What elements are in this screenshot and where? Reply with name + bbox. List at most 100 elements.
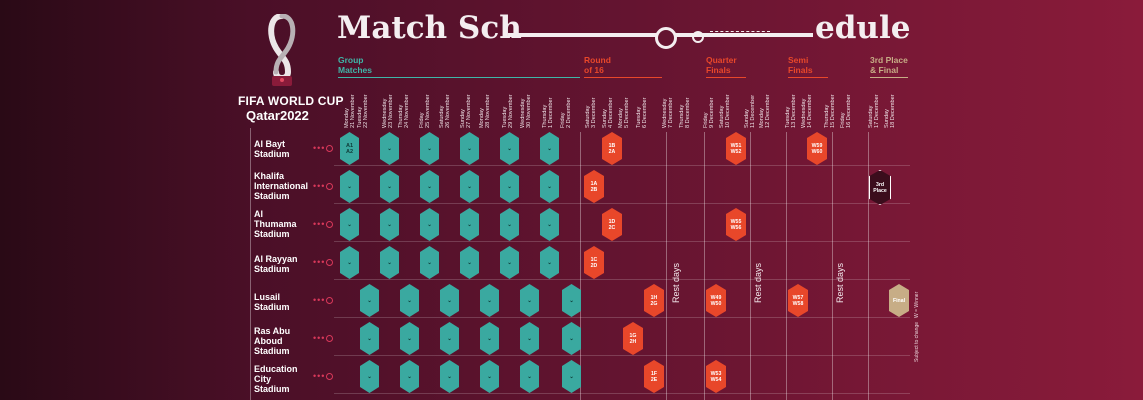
knockout-match-hex[interactable]: Final xyxy=(889,284,909,317)
group-match-hex[interactable]: ⌄ xyxy=(340,170,359,203)
group-match-hex[interactable]: ⌄ xyxy=(360,322,379,355)
date-column-header: Wednesday 14 December xyxy=(799,84,813,128)
ring-icon xyxy=(692,31,704,43)
match-code: 1H 2G xyxy=(650,294,658,307)
match-code: Final xyxy=(892,297,906,304)
date-column-header: Tuesday 29 November xyxy=(500,84,514,128)
group-match-hex[interactable]: ⌄ xyxy=(340,246,359,279)
match-code: ⌄ xyxy=(447,297,452,304)
group-match-hex[interactable]: ⌄ xyxy=(520,360,539,393)
section-divider xyxy=(250,286,251,400)
column-divider xyxy=(666,132,667,400)
group-match-hex[interactable]: ⌄ xyxy=(520,322,539,355)
knockout-match-hex[interactable]: 1C 2D xyxy=(584,246,604,279)
group-match-hex[interactable]: ⌄ xyxy=(440,284,459,317)
group-match-hex[interactable]: ⌄ xyxy=(380,170,399,203)
group-match-hex[interactable]: ⌄ xyxy=(420,246,439,279)
match-code: ⌄ xyxy=(387,145,392,152)
knockout-match-hex[interactable]: 1H 2G xyxy=(644,284,664,317)
date-column-header: Sunday 4 December xyxy=(600,84,614,128)
row-divider xyxy=(334,393,910,394)
group-match-hex[interactable]: ⌄ xyxy=(540,208,559,241)
group-match-hex[interactable]: ⌄ xyxy=(500,208,519,241)
group-match-hex[interactable]: ⌄ xyxy=(360,360,379,393)
connector-dots: ••• xyxy=(313,333,326,343)
match-code: 1A 2B xyxy=(590,180,598,193)
date-label: Saturday 26 November xyxy=(439,94,451,128)
group-match-hex[interactable]: ⌄ xyxy=(400,284,419,317)
group-match-hex[interactable]: ⌄ xyxy=(500,246,519,279)
group-match-hex[interactable]: ⌄ xyxy=(540,170,559,203)
date-label: Thursday 1 December xyxy=(542,97,554,128)
knockout-match-hex[interactable]: 1F 2E xyxy=(644,360,664,393)
date-label: Sunday 11 December xyxy=(744,94,756,128)
trophy-logo-icon xyxy=(268,14,296,86)
group-match-hex[interactable]: ⌄ xyxy=(360,284,379,317)
knockout-match-hex[interactable]: W49 W50 xyxy=(706,284,726,317)
knockout-match-hex[interactable]: 1A 2B xyxy=(584,170,604,203)
group-match-hex[interactable]: ⌄ xyxy=(480,322,499,355)
date-label: Sunday 18 December xyxy=(884,94,896,128)
group-match-hex[interactable]: ⌄ xyxy=(400,360,419,393)
match-code: ⌄ xyxy=(427,221,432,228)
group-match-hex[interactable]: ⌄ xyxy=(420,170,439,203)
group-match-hex[interactable]: ⌄ xyxy=(420,132,439,165)
match-code: ⌄ xyxy=(467,183,472,190)
knockout-match-hex[interactable]: W53 W54 xyxy=(706,360,726,393)
knockout-match-hex[interactable]: W57 W58 xyxy=(788,284,808,317)
date-label: Friday 25 November xyxy=(419,94,431,128)
group-match-hex[interactable]: ⌄ xyxy=(420,208,439,241)
date-label: Saturday 10 December xyxy=(719,94,731,128)
match-code: W53 W54 xyxy=(710,370,722,383)
group-match-hex[interactable]: ⌄ xyxy=(500,132,519,165)
group-match-hex[interactable]: ⌄ xyxy=(562,360,581,393)
group-match-hex[interactable]: ⌄ xyxy=(480,284,499,317)
date-label: Sunday 4 December xyxy=(602,97,614,128)
phase-underline xyxy=(584,77,662,78)
group-match-hex[interactable]: ⌄ xyxy=(540,246,559,279)
group-match-hex[interactable]: ⌄ xyxy=(380,132,399,165)
group-match-hex[interactable]: ⌄ xyxy=(520,284,539,317)
match-code: ⌄ xyxy=(547,183,552,190)
group-match-hex[interactable]: ⌄ xyxy=(460,132,479,165)
group-match-hex[interactable]: ⌄ xyxy=(480,360,499,393)
match-code: ⌄ xyxy=(467,145,472,152)
group-match-hex[interactable]: ⌄ xyxy=(380,208,399,241)
date-column-header: Tuesday 6 December xyxy=(634,84,648,128)
knockout-match-hex[interactable]: 3rd Place xyxy=(869,170,891,205)
date-label: Thursday 15 December xyxy=(824,94,836,128)
group-match-hex[interactable]: ⌄ xyxy=(380,246,399,279)
date-column-header: Wednesday 23 November xyxy=(380,84,394,128)
group-match-hex[interactable]: ⌄ xyxy=(440,322,459,355)
group-match-hex[interactable]: ⌄ xyxy=(340,208,359,241)
group-match-hex[interactable]: ⌄ xyxy=(440,360,459,393)
date-column-header: Sunday 18 December xyxy=(882,84,896,128)
note-subject: Subject to change xyxy=(914,321,920,362)
stadium-education-city: Education City Stadium xyxy=(254,364,298,394)
phase-underline xyxy=(788,77,828,78)
group-match-hex[interactable]: ⌄ xyxy=(500,170,519,203)
page-title-part1: Match Sch xyxy=(337,10,522,46)
knockout-match-hex[interactable]: W51 W52 xyxy=(726,132,746,165)
date-column-header: Tuesday 13 December xyxy=(783,84,797,128)
group-match-hex[interactable]: ⌄ xyxy=(562,284,581,317)
group-match-hex[interactable]: ⌄ xyxy=(540,132,559,165)
connector-dots: ••• xyxy=(313,371,326,381)
group-match-hex[interactable]: ⌄ xyxy=(400,322,419,355)
group-match-hex[interactable]: ⌄ xyxy=(562,322,581,355)
group-match-hex[interactable]: ⌄ xyxy=(460,246,479,279)
ball-icon xyxy=(655,27,677,49)
group-match-hex[interactable]: ⌄ xyxy=(460,170,479,203)
rest-days-label: Rest days xyxy=(671,262,682,304)
date-label: Wednesday 23 November xyxy=(382,94,394,128)
group-match-hex[interactable]: A1 A2 xyxy=(340,132,359,165)
match-code: ⌄ xyxy=(447,335,452,342)
knockout-match-hex[interactable]: W59 W60 xyxy=(807,132,827,165)
connector-dots: ••• xyxy=(313,219,326,229)
knockout-match-hex[interactable]: W55 W56 xyxy=(726,208,746,241)
knockout-match-hex[interactable]: 1D 2C xyxy=(602,208,622,241)
title-dash xyxy=(710,31,770,36)
knockout-match-hex[interactable]: 1B 2A xyxy=(602,132,622,165)
knockout-match-hex[interactable]: 1G 2H xyxy=(623,322,643,355)
group-match-hex[interactable]: ⌄ xyxy=(460,208,479,241)
